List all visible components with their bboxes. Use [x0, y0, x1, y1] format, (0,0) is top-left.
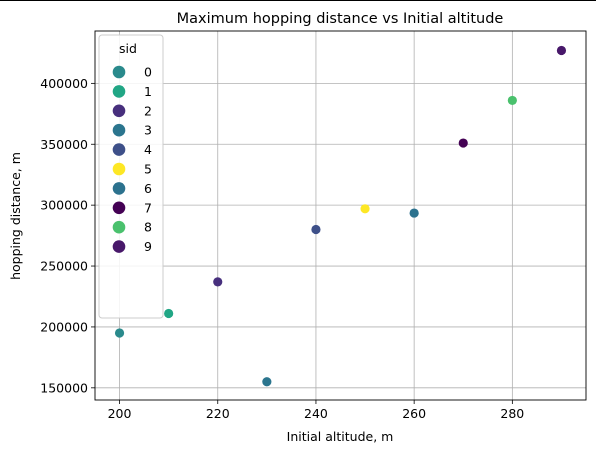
legend-marker-sid-5 [112, 162, 126, 176]
grid [95, 31, 586, 400]
legend-label-sid-3: 3 [144, 123, 152, 138]
y-tick-label: 400000 [40, 76, 88, 91]
x-tick-label: 280 [500, 406, 524, 421]
data-point-sid-6 [409, 208, 419, 218]
legend-label-sid-9: 9 [144, 239, 152, 254]
legend-marker-sid-0 [112, 65, 126, 79]
legend-marker-sid-7 [112, 201, 126, 215]
x-axis-label: Initial altitude, m [287, 429, 394, 444]
legend-label-sid-7: 7 [144, 200, 152, 215]
legend-box [98, 34, 164, 319]
legend: sid 0 1 2 3 4 5 6 7 8 9 [98, 34, 164, 319]
y-tick-label: 200000 [40, 319, 88, 334]
data-point-sid-4 [311, 224, 321, 235]
legend-label-sid-2: 2 [144, 103, 152, 118]
legend-marker-sid-4 [112, 143, 126, 156]
axes: 200 220 240 260 2801500002000002500003000003… [40, 30, 587, 421]
data-point-sid-3 [262, 377, 272, 387]
legend-marker-sid-9 [112, 240, 126, 253]
data-point-sid-1 [164, 308, 174, 319]
plot-frame [94, 30, 587, 401]
legend-label-sid-0: 0 [144, 65, 152, 80]
data-point-sid-8 [507, 95, 517, 106]
x-tick-label: 240 [304, 406, 328, 421]
legend-label-sid-5: 5 [144, 162, 152, 177]
legend-label-sid-8: 8 [144, 220, 152, 235]
y-axis-label: hopping distance, m [8, 152, 23, 280]
x-tick-label: 260 [402, 406, 426, 421]
y-tick-label: 350000 [40, 137, 88, 152]
legend-label-sid-1: 1 [144, 84, 152, 99]
y-tick-label: 300000 [40, 198, 88, 213]
legend-marker-sid-1 [112, 85, 126, 98]
data-point-sid-9 [556, 45, 567, 56]
data-point-sid-0 [114, 328, 125, 338]
y-tick-label: 250000 [40, 259, 88, 274]
x-tick-label: 200 [108, 406, 132, 421]
legend-marker-sid-2 [112, 104, 126, 118]
data-points [114, 45, 567, 387]
legend-label-sid-4: 4 [144, 142, 152, 157]
legend-marker-sid-3 [112, 123, 126, 137]
y-tick-label: 150000 [40, 380, 88, 395]
legend-marker-sid-8 [112, 220, 126, 234]
data-point-sid-5 [360, 204, 370, 214]
top-border [0, 0, 596, 1]
legend-label-sid-6: 6 [144, 181, 152, 196]
legend-marker-sid-6 [112, 182, 126, 195]
x-tick-label: 220 [206, 406, 230, 421]
data-point-sid-7 [458, 138, 468, 148]
data-point-sid-2 [213, 277, 223, 287]
legend-title: sid [119, 41, 137, 56]
chart-title: Maximum hopping distance vs Initial alti… [177, 11, 504, 27]
